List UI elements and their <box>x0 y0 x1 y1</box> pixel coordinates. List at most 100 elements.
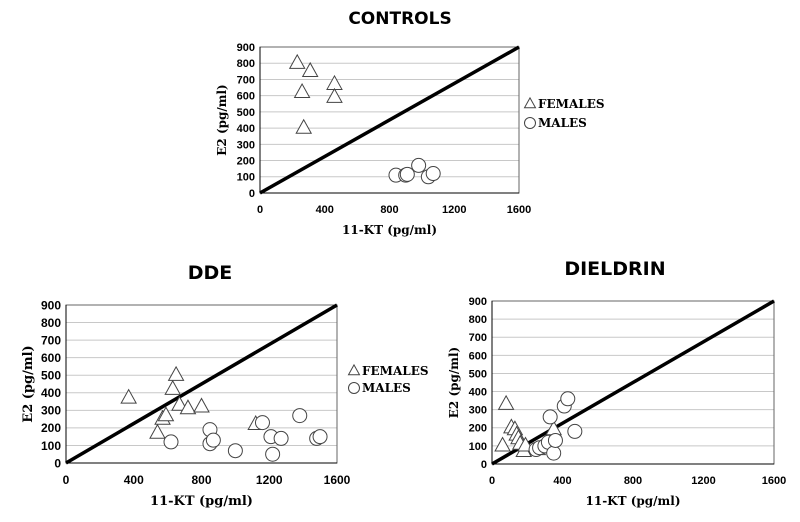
female-point <box>326 87 343 103</box>
legend: FEMALES MALES <box>347 363 429 395</box>
male-point <box>312 429 328 445</box>
male-point <box>399 166 415 182</box>
chart-dde: DDE 0 100 200 300 400 500 600 700 800 900 0 400 800 12… <box>21 262 429 509</box>
legend-triangle-icon <box>523 96 537 109</box>
female-point <box>167 365 185 381</box>
y-tick-label: 800 <box>237 58 255 70</box>
male-point <box>546 445 562 461</box>
y-tick-label: 300 <box>237 139 255 151</box>
x-axis-label: 11-KT (pg/ml) <box>586 494 681 508</box>
male-point <box>273 430 289 446</box>
reference-line <box>259 45 520 195</box>
male-point <box>567 423 583 439</box>
male-point <box>425 166 441 182</box>
legend-label-males: MALES <box>538 116 587 130</box>
x-tick-label: 0 <box>63 473 70 487</box>
y-tick-label: 100 <box>41 439 61 453</box>
y-tick-label: 500 <box>469 368 487 380</box>
y-tick-label: 0 <box>481 459 487 471</box>
reference-line <box>491 299 775 466</box>
female-point <box>295 118 313 134</box>
x-tick-label: 400 <box>124 473 144 487</box>
legend-circle-icon <box>524 117 536 129</box>
female-point <box>288 53 306 69</box>
female-point <box>157 406 175 422</box>
y-tick-label: 400 <box>469 387 487 399</box>
male-point <box>411 157 427 173</box>
chart-title: DIELDRIN <box>564 258 665 280</box>
female-point <box>149 423 166 439</box>
x-tick-label: 400 <box>316 204 334 216</box>
y-tick-label: 800 <box>41 316 61 330</box>
y-tick-label: 400 <box>41 386 61 400</box>
y-tick-label: 900 <box>469 296 487 308</box>
female-point <box>293 83 311 99</box>
legend-label-females: FEMALES <box>538 97 605 111</box>
x-tick-label: 1200 <box>691 475 715 487</box>
x-tick-label: 800 <box>191 473 211 487</box>
x-tick-label: 1200 <box>256 473 283 487</box>
y-tick-label: 0 <box>54 456 61 470</box>
reference-line <box>65 303 338 465</box>
y-tick-label: 300 <box>41 404 61 418</box>
y-tick-label: 200 <box>469 423 487 435</box>
male-point <box>205 432 221 448</box>
legend: FEMALES MALES <box>523 96 605 130</box>
chart-title: CONTROLS <box>348 9 451 29</box>
y-tick-label: 700 <box>41 333 61 347</box>
female-point <box>120 388 138 404</box>
male-point <box>292 408 308 424</box>
y-tick-label: 700 <box>237 74 255 86</box>
legend-circle-icon <box>348 382 360 394</box>
x-tick-label: 800 <box>624 475 642 487</box>
male-point <box>227 443 243 459</box>
x-tick-label: 800 <box>380 204 398 216</box>
y-tick-label: 900 <box>237 42 255 54</box>
legend-label-males: MALES <box>362 381 411 395</box>
y-tick-label: 600 <box>41 351 61 365</box>
male-point <box>254 415 270 431</box>
chart-dieldrin: DIELDRIN 0 100 200 300 400 500 600 700 800 900 0 400… <box>447 258 786 508</box>
female-point <box>179 399 197 415</box>
y-tick-label: 100 <box>237 172 255 184</box>
male-point <box>265 446 281 462</box>
x-tick-label: 1600 <box>324 473 351 487</box>
y-tick-label: 300 <box>469 405 487 417</box>
y-tick-label: 600 <box>469 350 487 362</box>
female-point <box>171 395 188 411</box>
x-axis-label: 11-KT (pg/ml) <box>342 223 437 237</box>
legend-triangle-icon <box>347 363 361 376</box>
y-tick-label: 0 <box>249 188 255 200</box>
male-point <box>560 391 576 407</box>
y-axis-label: E2 (pg/ml) <box>447 347 461 418</box>
female-point <box>301 61 319 77</box>
y-tick-label: 700 <box>469 332 487 344</box>
y-tick-label: 500 <box>237 107 255 119</box>
y-tick-label: 600 <box>237 91 255 103</box>
y-tick-label: 200 <box>237 156 255 168</box>
x-tick-label: 0 <box>257 204 263 216</box>
x-tick-label: 1200 <box>442 204 466 216</box>
x-axis-label: 11-KT (pg/ml) <box>150 494 253 509</box>
x-tick-label: 400 <box>553 475 571 487</box>
x-tick-label: 1600 <box>507 204 531 216</box>
male-point <box>163 434 179 450</box>
y-tick-label: 100 <box>469 441 487 453</box>
y-axis-label: E2 (pg/ml) <box>215 84 229 155</box>
y-tick-label: 500 <box>41 369 61 383</box>
y-tick-label: 800 <box>469 314 487 326</box>
female-point <box>326 74 343 90</box>
y-tick-label: 200 <box>41 421 61 435</box>
y-axis-label: E2 (pg/ml) <box>21 345 36 422</box>
male-point <box>547 432 563 448</box>
y-tick-label: 400 <box>237 123 255 135</box>
female-point <box>193 397 210 413</box>
legend-label-females: FEMALES <box>362 364 429 378</box>
chart-title: DDE <box>188 262 233 284</box>
x-tick-label: 1600 <box>762 475 786 487</box>
female-point <box>164 379 182 395</box>
female-point <box>494 436 511 452</box>
chart-controls: CONTROLS 0 100 200 300 400 500 600 700 800 900 0 400… <box>215 9 605 237</box>
x-tick-label: 0 <box>489 475 495 487</box>
